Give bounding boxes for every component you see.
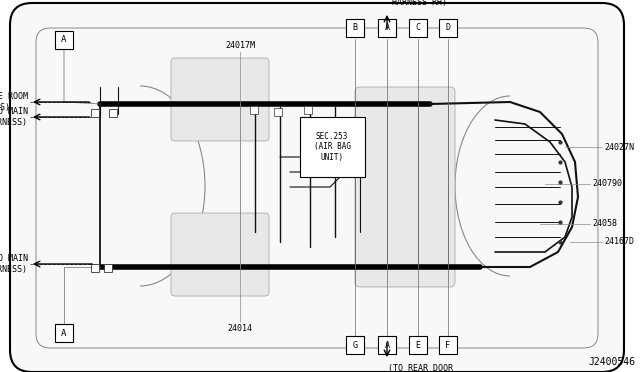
- FancyBboxPatch shape: [10, 3, 624, 372]
- Bar: [300, 117, 365, 177]
- FancyBboxPatch shape: [171, 213, 269, 296]
- Bar: [304, 106, 312, 114]
- Bar: [104, 264, 112, 272]
- Text: D: D: [445, 23, 451, 32]
- Text: E: E: [415, 340, 420, 350]
- Bar: [439, 336, 457, 354]
- Text: 24014: 24014: [227, 324, 253, 333]
- Bar: [55, 324, 73, 342]
- Bar: [378, 336, 396, 354]
- Text: (TO MAIN
HARNESS): (TO MAIN HARNESS): [0, 254, 28, 274]
- Text: SEC.253
(AIR BAG
UNIT): SEC.253 (AIR BAG UNIT): [314, 132, 351, 162]
- Bar: [409, 336, 427, 354]
- Text: 24167D: 24167D: [604, 237, 634, 247]
- Text: (TO REAR DOOR
HARNESS RH): (TO REAR DOOR HARNESS RH): [387, 0, 452, 7]
- Text: 24027N: 24027N: [604, 142, 634, 151]
- Text: A: A: [385, 23, 390, 32]
- Bar: [91, 109, 99, 117]
- FancyBboxPatch shape: [355, 87, 455, 287]
- Text: 24017M: 24017M: [225, 41, 255, 50]
- Bar: [346, 19, 364, 37]
- Text: (TO REAR DOOR
HARNESS LH): (TO REAR DOOR HARNESS LH): [387, 364, 452, 372]
- Text: J2400546: J2400546: [588, 357, 635, 367]
- Text: F: F: [445, 340, 451, 350]
- Text: (TO ENGINE ROOM
HARNESS): (TO ENGINE ROOM HARNESS): [0, 92, 28, 112]
- Text: A: A: [61, 328, 67, 337]
- Bar: [409, 19, 427, 37]
- Bar: [109, 109, 117, 117]
- Bar: [274, 108, 282, 116]
- Text: B: B: [353, 23, 358, 32]
- FancyBboxPatch shape: [171, 58, 269, 141]
- Text: C: C: [415, 23, 420, 32]
- Bar: [250, 106, 258, 114]
- Text: 24058: 24058: [592, 219, 617, 228]
- Text: (TO MAIN
HARNESS): (TO MAIN HARNESS): [0, 107, 28, 127]
- Bar: [55, 31, 73, 49]
- Bar: [346, 336, 364, 354]
- Text: 240790: 240790: [592, 180, 622, 189]
- Text: A: A: [385, 340, 390, 350]
- Text: G: G: [353, 340, 358, 350]
- Bar: [439, 19, 457, 37]
- Text: A: A: [61, 35, 67, 45]
- Bar: [91, 264, 99, 272]
- Bar: [378, 19, 396, 37]
